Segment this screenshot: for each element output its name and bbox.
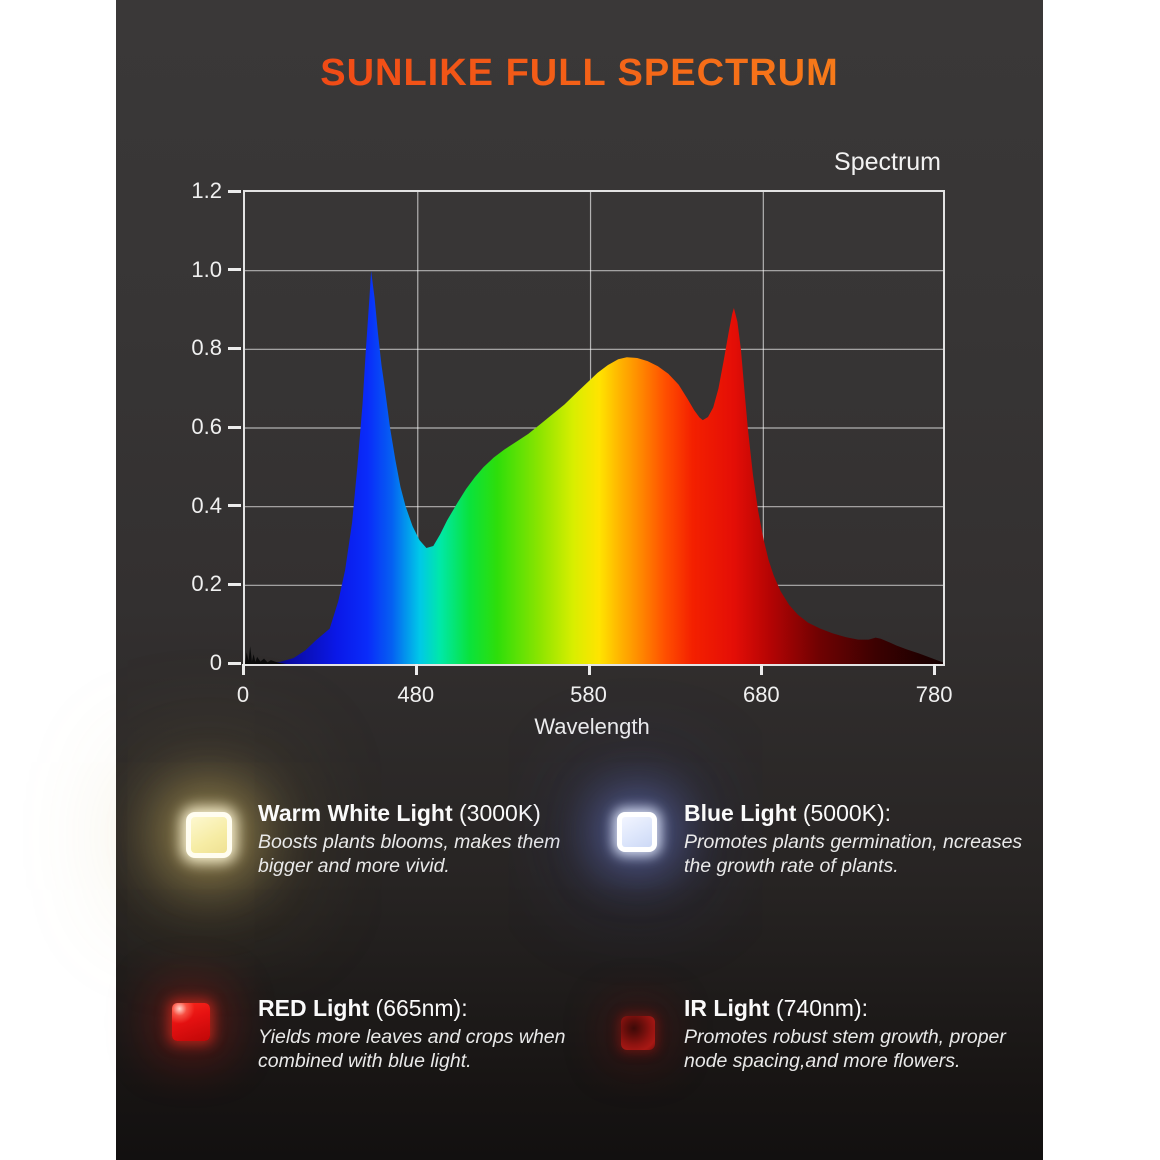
legend-item-warm-white: Warm White Light (3000K) Boosts plants b… — [258, 799, 560, 878]
legend-item-heading: RED Light (665nm): — [258, 995, 468, 1021]
x-axis-title: Wavelength — [534, 714, 650, 739]
legend-item-description: Promotes robust stem growth, proper node… — [684, 1026, 1006, 1072]
legend-item-red: RED Light (665nm): Yields more leaves an… — [258, 994, 565, 1073]
y-axis-tick — [228, 189, 241, 193]
warm-white-led-icon — [186, 812, 232, 858]
spectrum-area-svg — [245, 192, 943, 664]
y-tick-label: 0.2 — [191, 571, 222, 597]
y-tick-label: 1.0 — [191, 256, 222, 282]
y-axis-tick — [228, 504, 241, 508]
x-tick-label: 0 — [236, 682, 250, 707]
baseline-noise — [245, 646, 287, 664]
y-axis-tick — [228, 582, 241, 586]
warm-white-led-core — [191, 817, 227, 853]
legend-item-heading: Warm White Light (3000K) — [258, 800, 541, 826]
legend-item-blue: Blue Light (5000K): Promotes plants germ… — [684, 799, 1022, 878]
y-tick-label: 0 — [209, 650, 222, 675]
page-title: SUNLIKE FULL SPECTRUM — [116, 52, 1043, 95]
y-axis-tick — [228, 661, 241, 665]
legend-item-heading: IR Light (740nm): — [684, 995, 869, 1021]
x-tick-label: 480 — [397, 682, 435, 707]
blue-led-core — [622, 817, 652, 847]
y-tick-label: 1.2 — [191, 178, 222, 203]
legend-item-description: Yields more leaves and crops when combin… — [258, 1026, 566, 1072]
legend-item-description: Boosts plants blooms, makes them bigger … — [258, 831, 561, 877]
legend-item-ir: IR Light (740nm): Promotes robust stem g… — [684, 994, 1006, 1073]
y-tick-label: 0.4 — [191, 492, 222, 518]
x-tick-label: 680 — [742, 682, 780, 707]
dark-panel: SUNLIKE FULL SPECTRUM Spectrum 1.2 1.0 0.8… — [116, 0, 1043, 1160]
legend-item-heading: Blue Light (5000K): — [684, 800, 892, 826]
x-axis-tick — [587, 664, 591, 675]
blue-led-icon — [617, 812, 657, 852]
y-axis-tick — [228, 268, 241, 272]
x-axis-tick — [414, 664, 418, 675]
ir-led-icon — [621, 1016, 655, 1050]
x-axis-tick — [242, 664, 245, 675]
spectrum-curve — [245, 270, 943, 664]
red-led-icon — [172, 1003, 210, 1041]
x-tick-label: 780 — [915, 682, 953, 707]
x-axis-tick — [760, 664, 764, 675]
y-tick-label: 0.8 — [191, 335, 222, 361]
y-axis-tick — [228, 425, 241, 429]
x-tick-label: 580 — [570, 682, 607, 707]
x-axis-tick — [933, 664, 937, 675]
legend-item-description: Promotes plants germination, ncreases th… — [684, 831, 1023, 877]
y-tick-label: 0.6 — [191, 414, 222, 439]
chart-caption: Spectrum — [834, 148, 941, 176]
y-axis-tick — [228, 346, 241, 350]
plot-area — [243, 190, 945, 666]
